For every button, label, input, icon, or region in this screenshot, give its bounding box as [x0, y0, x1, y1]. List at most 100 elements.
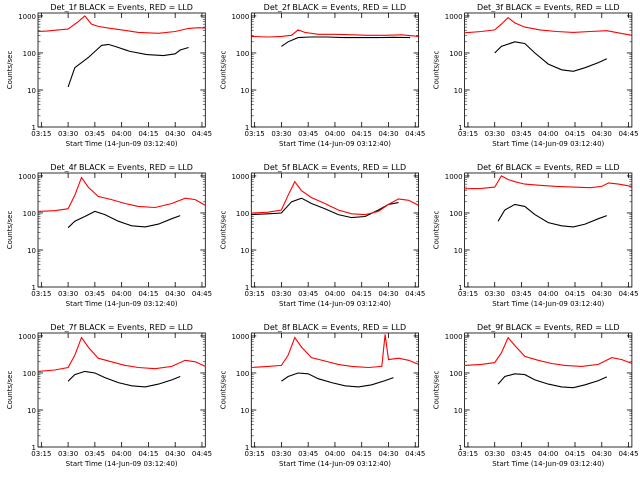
y-tick-label: 100 [23, 370, 36, 378]
y-tick-label: 100 [236, 370, 249, 378]
series-line-lld [464, 175, 632, 190]
y-tick-label: 10 [454, 247, 463, 255]
x-tick-label: 03:45 [85, 290, 105, 298]
x-tick-label: 03:30 [485, 290, 505, 298]
x-tick-label: 04:30 [592, 450, 612, 458]
x-axis-label: Start Time (14-Jun-09 03:12:40) [279, 140, 391, 148]
y-tick-label: 10 [27, 247, 36, 255]
y-tick-label: 100 [23, 210, 36, 218]
y-tick-label: 10 [454, 407, 463, 415]
x-tick-label: 04:30 [592, 290, 612, 298]
y-tick-label: 1000 [18, 13, 36, 21]
x-tick-label: 03:30 [58, 130, 78, 138]
plot-frame [250, 172, 420, 288]
y-tick-label: 100 [449, 50, 462, 58]
x-tick-label: 03:15 [245, 130, 265, 138]
series-line-events [497, 203, 607, 228]
x-tick-label: 03:15 [245, 450, 265, 458]
y-tick-label: 10 [240, 407, 249, 415]
panel-title: Det_1f BLACK = Events, RED = LLD [50, 3, 193, 12]
y-tick-label: 100 [449, 210, 462, 218]
y-tick-label: 1 [458, 284, 462, 292]
y-tick-label: 1000 [445, 173, 463, 181]
x-tick-label: 04:15 [565, 450, 585, 458]
y-tick-label: 1 [245, 124, 249, 132]
x-tick-label: 03:45 [511, 130, 531, 138]
y-tick-label: 10 [240, 247, 249, 255]
x-tick-label: 04:30 [378, 450, 398, 458]
x-tick-label: 04:45 [192, 450, 212, 458]
panel-det-8f: Det_8f BLACK = Events, RED = LLD 1 10 100 10… [219, 323, 425, 468]
plot-frame [37, 332, 206, 448]
panel-title: Det_3f BLACK = Events, RED = LLD [477, 3, 620, 12]
y-axis-label: Counts/sec [219, 51, 227, 90]
series-line-lld [37, 15, 206, 34]
x-tick-label: 04:45 [192, 290, 212, 298]
panel-title: Det_8f BLACK = Events, RED = LLD [264, 323, 407, 332]
y-tick-label: 1 [32, 124, 36, 132]
x-tick-label: 04:15 [138, 290, 158, 298]
series-line-events [251, 197, 399, 219]
x-tick-label: 03:45 [85, 450, 105, 458]
plot-frame [464, 332, 633, 448]
x-axis-label: Start Time (14-Jun-09 03:12:40) [492, 460, 604, 468]
series-line-events [281, 372, 394, 388]
x-tick-label: 04:45 [192, 130, 212, 138]
x-tick-label: 04:00 [325, 290, 345, 298]
x-tick-label: 03:30 [58, 450, 78, 458]
x-tick-label: 04:00 [112, 450, 132, 458]
y-axis-label: Counts/sec [219, 211, 227, 250]
x-tick-label: 03:30 [271, 290, 291, 298]
y-tick-label: 1 [458, 124, 462, 132]
plot-frame [464, 172, 633, 288]
x-tick-label: 03:30 [271, 130, 291, 138]
y-tick-label: 1000 [231, 13, 249, 21]
x-tick-label: 03:15 [458, 130, 478, 138]
x-tick-label: 03:45 [511, 290, 531, 298]
series-line-lld [464, 16, 632, 36]
series-line-events [67, 210, 181, 229]
series-line-lld [464, 336, 633, 367]
y-tick-label: 10 [240, 87, 249, 95]
x-tick-label: 04:00 [538, 450, 558, 458]
x-tick-label: 04:30 [378, 290, 398, 298]
panel-det-4f: Det_4f BLACK = Events, RED = LLD 1 10 100 10… [6, 163, 212, 308]
x-tick-label: 03:15 [458, 290, 478, 298]
x-axis-label: Start Time (14-Jun-09 03:12:40) [492, 300, 604, 308]
y-tick-label: 1 [32, 444, 36, 452]
y-axis-label: Counts/sec [433, 211, 441, 250]
panel-det-3f: Det_3f BLACK = Events, RED = LLD 1 10 100 10… [433, 3, 639, 148]
x-tick-label: 04:00 [112, 290, 132, 298]
y-tick-label: 100 [236, 210, 249, 218]
y-tick-label: 1000 [445, 333, 463, 341]
series-line-lld [37, 336, 206, 372]
x-tick-label: 04:00 [325, 450, 345, 458]
x-tick-label: 04:45 [405, 450, 425, 458]
panel-title: Det_9f BLACK = Events, RED = LLD [477, 323, 620, 332]
series-line-events [497, 373, 608, 389]
x-tick-label: 03:30 [485, 130, 505, 138]
panel-title: Det_4f BLACK = Events, RED = LLD [50, 163, 193, 172]
panel-det-1f: Det_1f BLACK = Events, RED = LLD 1 10 100 10… [6, 3, 212, 148]
x-axis-label: Start Time (14-Jun-09 03:12:40) [279, 300, 391, 308]
x-tick-label: 03:45 [298, 450, 318, 458]
y-tick-label: 10 [454, 87, 463, 95]
x-tick-label: 04:45 [405, 130, 425, 138]
x-tick-label: 04:45 [618, 290, 638, 298]
x-axis-label: Start Time (14-Jun-09 03:12:40) [66, 460, 178, 468]
plot-frame [250, 332, 420, 448]
x-axis-label: Start Time (14-Jun-09 03:12:40) [66, 300, 178, 308]
y-tick-label: 1000 [445, 13, 463, 21]
y-tick-label: 1 [32, 284, 36, 292]
x-tick-label: 04:45 [618, 130, 638, 138]
x-tick-label: 03:15 [31, 130, 51, 138]
series-line-events [281, 36, 411, 47]
x-tick-label: 03:45 [85, 130, 105, 138]
panel-title: Det_7f BLACK = Events, RED = LLD [50, 323, 193, 332]
series-line-lld [251, 29, 419, 38]
x-tick-label: 03:15 [245, 290, 265, 298]
plot-frame [37, 172, 206, 288]
x-axis-label: Start Time (14-Jun-09 03:12:40) [279, 460, 391, 468]
